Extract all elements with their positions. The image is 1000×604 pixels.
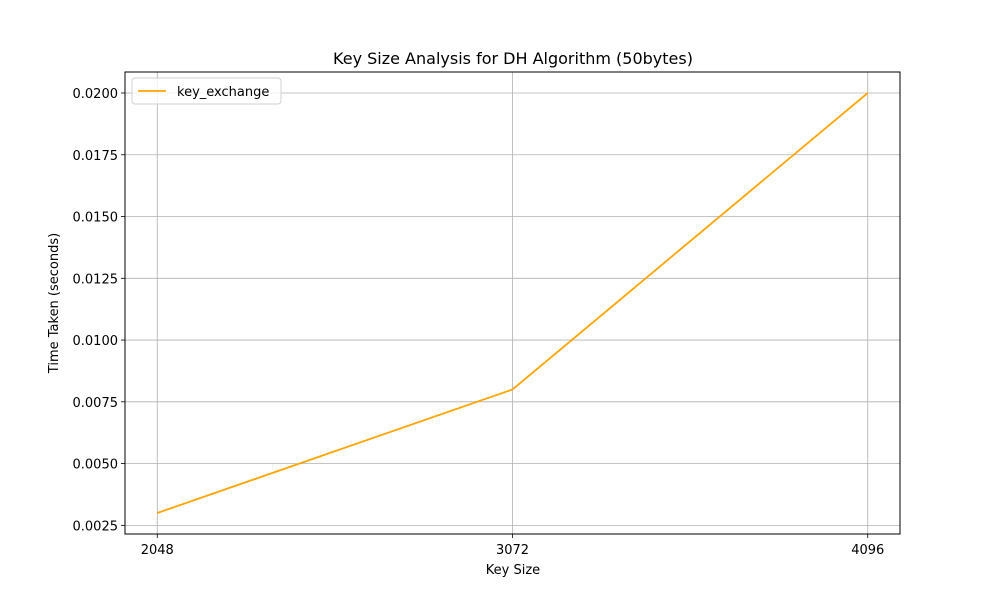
chart-title: Key Size Analysis for DH Algorithm (50by…: [333, 49, 693, 68]
y-axis-ticks: 0.0025 0.0050 0.0075 0.0100 0.0125 0.0150 0.01…: [73, 87, 125, 534]
legend: key_exchange: [131, 77, 282, 105]
x-axis-label: Key Size: [486, 563, 540, 578]
y-tick-label: 0.0150: [73, 211, 119, 226]
x-tick-label: 3072: [496, 543, 529, 558]
x-tick-label: 4096: [851, 543, 884, 558]
y-tick-label: 0.0200: [73, 87, 119, 102]
y-tick-label: 0.0050: [73, 458, 119, 473]
y-axis-label: Time Taken (seconds): [47, 233, 62, 374]
series-line-key-exchange: [156, 92, 869, 514]
x-tick-label: 2048: [141, 543, 174, 558]
y-tick-label: 0.0025: [73, 519, 119, 534]
series-layer: [156, 92, 869, 514]
y-tick-label: 0.0075: [73, 396, 119, 411]
y-tick-label: 0.0175: [73, 149, 119, 164]
legend-box: [131, 77, 282, 105]
legend-label-key-exchange: key_exchange: [177, 85, 269, 100]
y-tick-label: 0.0125: [73, 272, 119, 287]
x-axis-ticks: 2048 3072 4096: [141, 534, 884, 558]
y-tick-label: 0.0100: [73, 334, 119, 349]
grid-lines: [125, 72, 900, 534]
